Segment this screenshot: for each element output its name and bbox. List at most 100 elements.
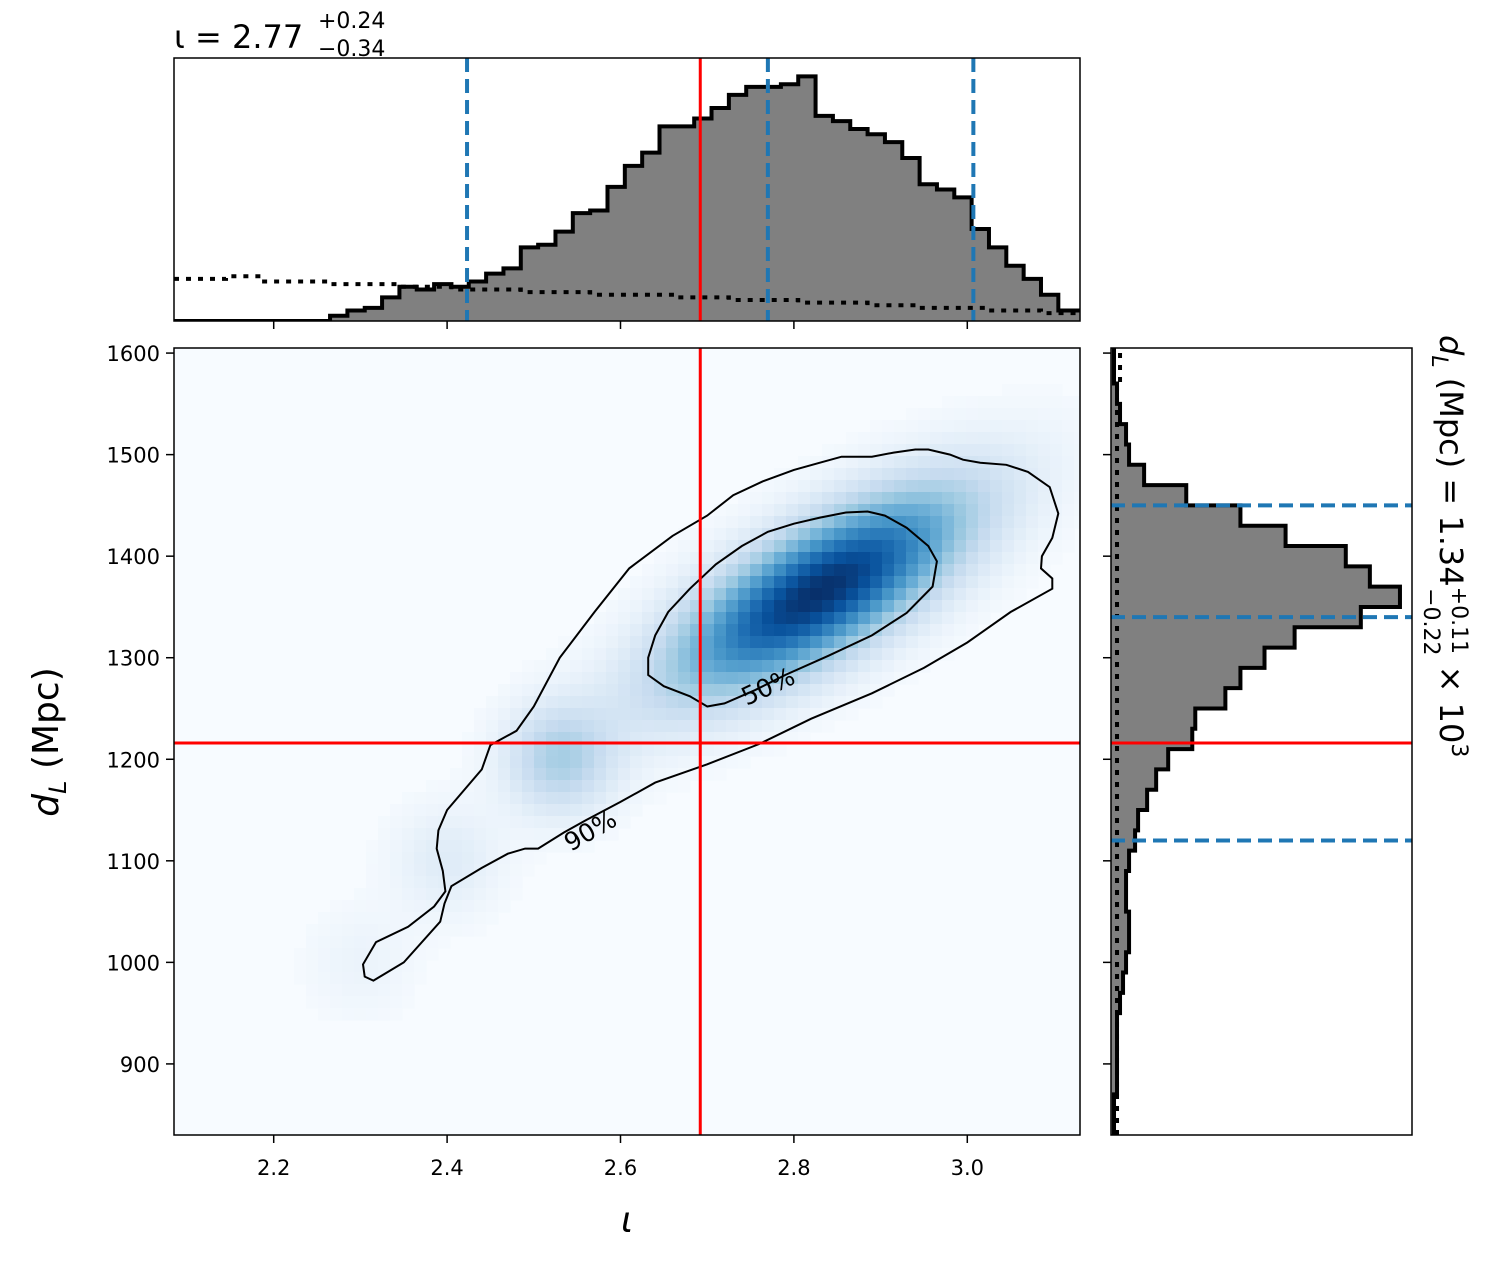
heatmap-cell	[870, 444, 883, 457]
heatmap-cell	[642, 744, 655, 757]
heatmap-cell	[810, 588, 823, 601]
heatmap-cell	[642, 612, 655, 625]
heatmap-cell	[1026, 384, 1039, 397]
heatmap-cell	[342, 900, 355, 913]
heatmap-cell	[1014, 408, 1027, 421]
heatmap-cell	[810, 720, 823, 733]
heatmap-cell	[306, 936, 319, 949]
heatmap-cell	[954, 408, 967, 421]
heatmap-cell	[1074, 420, 1080, 433]
heatmap-cell	[906, 516, 919, 529]
heatmap-cell	[762, 696, 775, 709]
heatmap-cell	[990, 528, 1003, 541]
heatmap-cell	[858, 588, 871, 601]
heatmap-cell	[738, 612, 751, 625]
heatmap-cell	[534, 660, 547, 673]
heatmap-cell	[330, 924, 343, 937]
heatmap-cell	[738, 660, 751, 673]
heatmap-cell	[822, 492, 835, 505]
heatmap-cell	[1062, 468, 1075, 481]
heatmap-cell	[786, 540, 799, 553]
heatmap-cell	[594, 672, 607, 685]
heatmap-cell	[882, 552, 895, 565]
heatmap-cell	[834, 588, 847, 601]
heatmap-cell	[1002, 576, 1015, 589]
y-tick-label: 1300	[107, 647, 160, 671]
heatmap-cell	[582, 708, 595, 721]
heatmap-cell	[882, 540, 895, 553]
heatmap-cell	[654, 564, 667, 577]
heatmap-cell	[810, 612, 823, 625]
x-tick-label: 3.0	[951, 1156, 984, 1180]
heatmap-cell	[618, 804, 631, 817]
heatmap-cell	[858, 576, 871, 589]
heatmap-cell	[498, 720, 511, 733]
heatmap-cell	[714, 624, 727, 637]
heatmap-cell	[534, 780, 547, 793]
heatmap-cell	[666, 552, 679, 565]
heatmap-cell	[474, 792, 487, 805]
heatmap-cell	[1026, 564, 1039, 577]
heatmap-cell	[870, 660, 883, 673]
heatmap-cell	[522, 828, 535, 841]
heatmap-cell	[618, 648, 631, 661]
heatmap-cell	[990, 468, 1003, 481]
heatmap-cell	[390, 864, 403, 877]
heatmap-cell	[642, 588, 655, 601]
heatmap-cell	[390, 996, 403, 1009]
heatmap-cell	[882, 504, 895, 517]
heatmap-cell	[870, 648, 883, 661]
heatmap-cell	[330, 900, 343, 913]
heatmap-cell	[942, 552, 955, 565]
heatmap-cell	[834, 660, 847, 673]
heatmap-cell	[738, 624, 751, 637]
heatmap-cell	[1062, 432, 1075, 445]
heatmap-cell	[630, 684, 643, 697]
y-tick-label: 1000	[107, 951, 160, 975]
heatmap-cell	[858, 504, 871, 517]
heatmap-cell	[942, 456, 955, 469]
heatmap-cell	[546, 672, 559, 685]
heatmap-cell	[570, 648, 583, 661]
heatmap-cell	[906, 588, 919, 601]
heatmap-cell	[1074, 432, 1080, 445]
heatmap-cell	[618, 672, 631, 685]
heatmap-cell	[822, 516, 835, 529]
heatmap-cell	[942, 420, 955, 433]
heatmap-cell	[462, 816, 475, 829]
heatmap-cell	[870, 696, 883, 709]
heatmap-cell	[366, 996, 379, 1009]
heatmap-cell	[618, 720, 631, 733]
heatmap-cell	[834, 468, 847, 481]
heatmap-cell	[678, 576, 691, 589]
heatmap-cell	[894, 636, 907, 649]
heatmap-cell	[930, 480, 943, 493]
heatmap-cell	[786, 600, 799, 613]
heatmap-cell	[714, 744, 727, 757]
heatmap-cell	[522, 732, 535, 745]
heatmap-cell	[1014, 396, 1027, 409]
heatmap-cell	[306, 984, 319, 997]
heatmap-cell	[810, 468, 823, 481]
heatmap-cell	[582, 828, 595, 841]
heatmap-cell	[846, 516, 859, 529]
heatmap-cell	[846, 552, 859, 565]
dL-marginal-title: dL (Mpc) = 1.34+0.11−0.22 × 103	[1418, 335, 1471, 757]
heatmap-cell	[1038, 384, 1051, 397]
heatmap-cell	[594, 816, 607, 829]
heatmap-cell	[474, 888, 487, 901]
heatmap-cell	[402, 864, 415, 877]
heatmap-cell	[510, 888, 523, 901]
heatmap-cell	[810, 576, 823, 589]
heatmap-cell	[738, 648, 751, 661]
heatmap-cell	[1050, 468, 1063, 481]
heatmap-cell	[894, 480, 907, 493]
heatmap-cell	[546, 768, 559, 781]
heatmap-cell	[930, 432, 943, 445]
heatmap-cell	[1038, 420, 1051, 433]
heatmap-cell	[558, 720, 571, 733]
heatmap-cell	[762, 708, 775, 721]
heatmap-cell	[726, 672, 739, 685]
heatmap-cell	[726, 528, 739, 541]
y-tick-label: 1600	[107, 342, 160, 366]
